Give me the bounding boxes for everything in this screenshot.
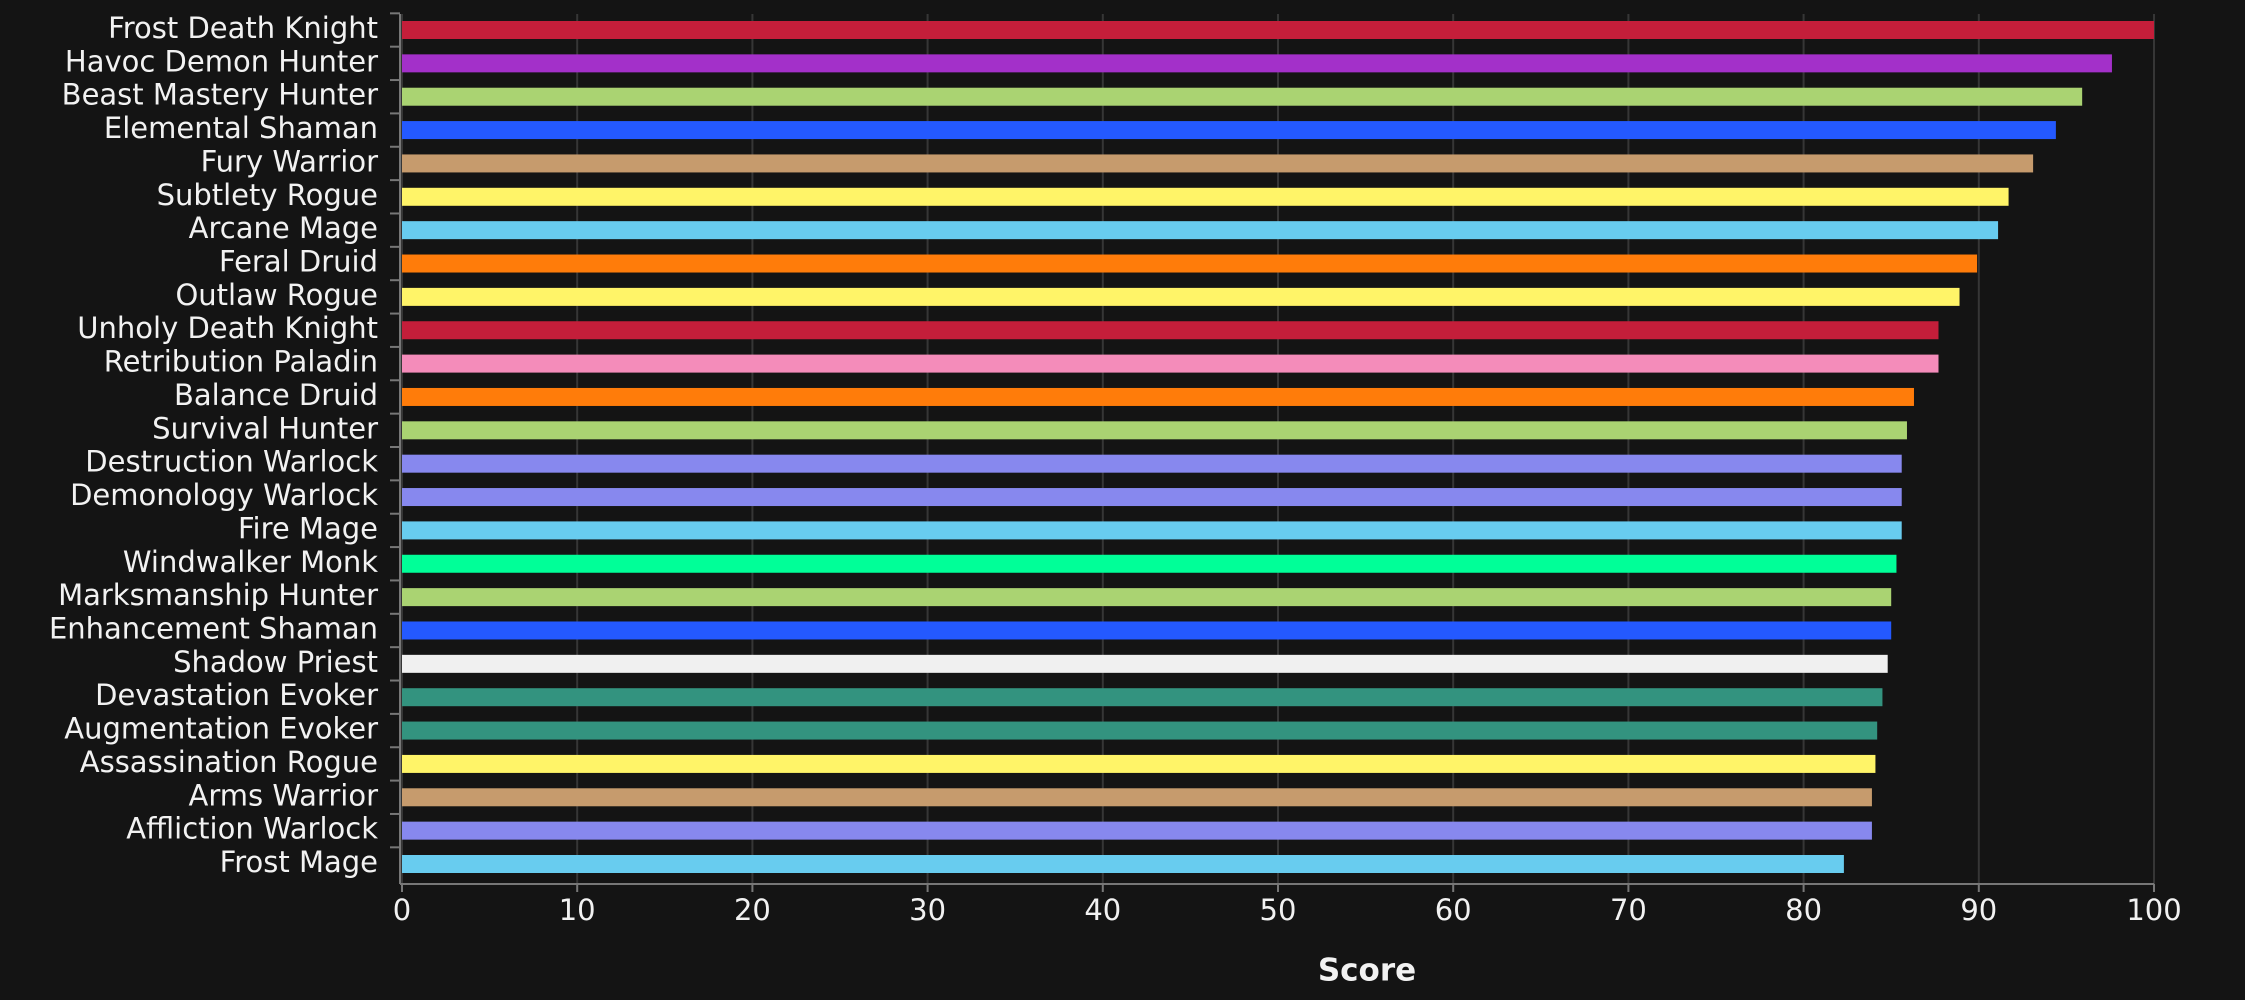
- y-tick-label: Subtlety Rogue: [157, 178, 378, 212]
- bar: [402, 54, 2112, 73]
- y-tick-label: Retribution Paladin: [104, 345, 378, 379]
- x-tick-label: 60: [1435, 893, 1472, 927]
- x-tick-label: 100: [2126, 893, 2181, 927]
- y-tick-label: Frost Mage: [220, 845, 378, 879]
- y-tick-label: Shadow Priest: [173, 645, 378, 679]
- bar: [402, 154, 2034, 173]
- bar: [402, 321, 1939, 340]
- y-tick-label: Assassination Rogue: [80, 745, 378, 779]
- y-tick-label: Elemental Shaman: [104, 111, 378, 145]
- y-tick-label: Arms Warrior: [189, 778, 379, 812]
- y-tick-label: Outlaw Rogue: [175, 278, 378, 312]
- y-tick-label: Unholy Death Knight: [77, 311, 378, 345]
- x-tick-label: 0: [393, 893, 411, 927]
- bar: [402, 754, 1876, 773]
- bar: [402, 721, 1878, 740]
- bar: [402, 621, 1892, 640]
- bar: [402, 788, 1872, 807]
- y-tick-label: Enhancement Shaman: [49, 611, 378, 645]
- y-tick-label: Marksmanship Hunter: [58, 578, 378, 612]
- y-tick-label: Fire Mage: [238, 511, 378, 545]
- y-tick-label: Devastation Evoker: [95, 678, 378, 712]
- y-tick-label: Augmentation Evoker: [64, 712, 378, 746]
- y-tick-label: Survival Hunter: [152, 411, 378, 445]
- bar: [402, 654, 1888, 673]
- y-tick-label: Demonology Warlock: [70, 478, 378, 512]
- x-tick-label: 40: [1084, 893, 1121, 927]
- bar: [402, 87, 2083, 106]
- x-tick-label: 10: [559, 893, 596, 927]
- bar: [402, 588, 1892, 607]
- bar: [402, 488, 1902, 507]
- y-tick-label: Arcane Mage: [189, 211, 378, 245]
- bar: [402, 21, 2154, 39]
- y-tick-label: Windwalker Monk: [123, 545, 378, 579]
- y-tick-label: Beast Mastery Hunter: [62, 78, 378, 112]
- y-tick-label: Affliction Warlock: [126, 812, 378, 846]
- x-tick-label: 90: [1960, 893, 1997, 927]
- y-tick-label: Feral Druid: [219, 245, 378, 279]
- x-tick-label: 50: [1260, 893, 1297, 927]
- x-axis-label: Score: [1318, 953, 1416, 989]
- y-tick-label: Balance Druid: [174, 378, 378, 412]
- bar: [402, 254, 1978, 273]
- y-tick-label: Fury Warrior: [201, 144, 379, 178]
- y-tick-label: Havoc Demon Hunter: [65, 44, 378, 78]
- bar: [402, 354, 1939, 373]
- bar: [402, 121, 2056, 140]
- y-tick-label: Destruction Warlock: [85, 445, 378, 479]
- bar: [402, 187, 2009, 206]
- bar: [402, 688, 1883, 707]
- y-tick-label: Frost Death Knight: [108, 11, 378, 45]
- bar: [402, 855, 1844, 873]
- x-tick-label: 20: [734, 893, 771, 927]
- bar: [402, 521, 1902, 540]
- x-tick-label: 80: [1785, 893, 1822, 927]
- bar: [402, 421, 1907, 440]
- bar: [402, 454, 1902, 473]
- x-tick-label: 70: [1610, 893, 1647, 927]
- bar: [402, 221, 1999, 240]
- bar: [402, 821, 1872, 840]
- x-tick-label: 30: [909, 893, 946, 927]
- bar: [402, 387, 1914, 406]
- bar: [402, 554, 1897, 573]
- bar: [402, 287, 1960, 306]
